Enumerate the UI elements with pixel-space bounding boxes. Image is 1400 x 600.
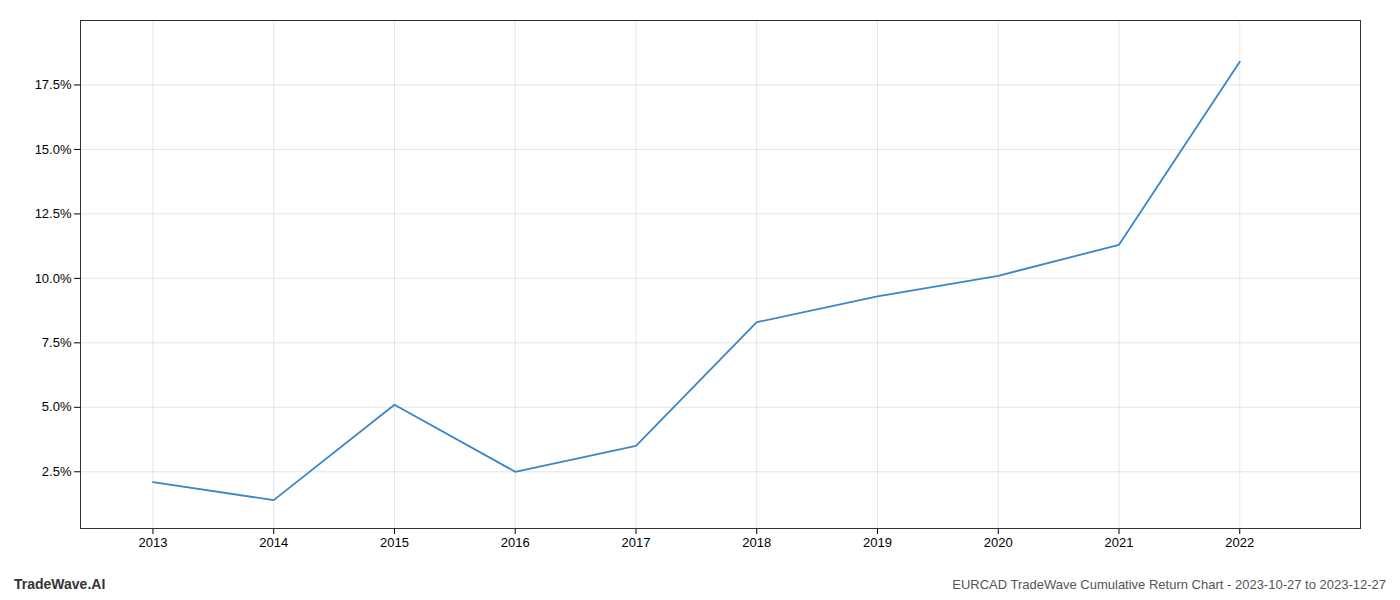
svg-text:2021: 2021 <box>1105 535 1134 550</box>
svg-text:2015: 2015 <box>380 535 409 550</box>
svg-text:2018: 2018 <box>742 535 771 550</box>
html-text:EURCAD TradeWave Cumulative Re: EURCAD TradeWave Cumulative Return Chart… <box>952 576 1386 592</box>
svg-text:7.5%: 7.5% <box>42 335 72 350</box>
svg-text:2017: 2017 <box>622 535 651 550</box>
svg-text:2019: 2019 <box>863 535 892 550</box>
svg-text:10.0%: 10.0% <box>35 271 72 286</box>
svg-text:2014: 2014 <box>259 535 288 550</box>
svg-text:2022: 2022 <box>1225 535 1254 550</box>
svg-text:2020: 2020 <box>984 535 1013 550</box>
svg-text:15.0%: 15.0% <box>35 142 72 157</box>
svg-text:17.5%: 17.5% <box>35 77 72 92</box>
svg-text:2.5%: 2.5% <box>42 464 72 479</box>
svg-text:5.0%: 5.0% <box>42 399 72 414</box>
html-text:TradeWave.AI: TradeWave.AI <box>14 576 106 592</box>
svg-text:12.5%: 12.5% <box>35 206 72 221</box>
svg-text:2013: 2013 <box>138 535 167 550</box>
svg-text:2016: 2016 <box>501 535 530 550</box>
